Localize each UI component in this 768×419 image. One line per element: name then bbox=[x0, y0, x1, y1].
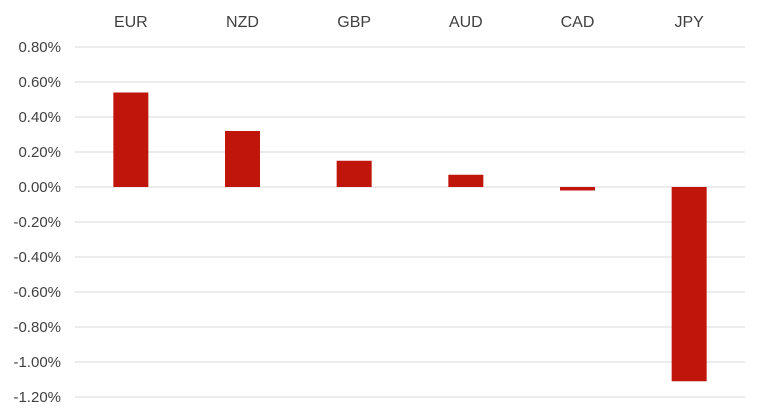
category-label: AUD bbox=[449, 14, 483, 31]
y-tick-label: 0.20% bbox=[18, 144, 61, 161]
category-label: GBP bbox=[337, 14, 371, 31]
y-tick-label: -0.20% bbox=[13, 214, 61, 231]
bar-nzd bbox=[225, 131, 260, 187]
y-tick-label: 0.40% bbox=[18, 109, 61, 126]
y-tick-label: -0.80% bbox=[13, 319, 61, 336]
y-tick-label: 0.60% bbox=[18, 74, 61, 91]
bar-gbp bbox=[336, 160, 372, 187]
bars bbox=[113, 92, 707, 382]
bar-aud bbox=[448, 174, 484, 187]
category-label: NZD bbox=[226, 14, 259, 31]
category-labels: EUR NZD GBP AUD CAD JPY bbox=[114, 14, 704, 31]
bar-cad bbox=[560, 187, 595, 191]
y-tick-label: -0.60% bbox=[13, 284, 61, 301]
y-tick-label: -1.00% bbox=[13, 354, 61, 371]
y-tick-label: -1.20% bbox=[13, 389, 61, 406]
category-label: JPY bbox=[674, 14, 704, 31]
bar-eur bbox=[113, 92, 149, 187]
bar-jpy bbox=[671, 187, 707, 382]
category-label: CAD bbox=[561, 14, 595, 31]
y-tick-label: 0.00% bbox=[18, 179, 61, 196]
y-tick-label: -0.40% bbox=[13, 249, 61, 266]
y-axis-tick-labels: 0.80% 0.60% 0.40% 0.20% 0.00% -0.20% -0.40% -0.… bbox=[13, 39, 61, 406]
gridlines bbox=[75, 46, 745, 398]
category-label: EUR bbox=[114, 14, 148, 31]
y-tick-label: 0.80% bbox=[18, 39, 61, 56]
